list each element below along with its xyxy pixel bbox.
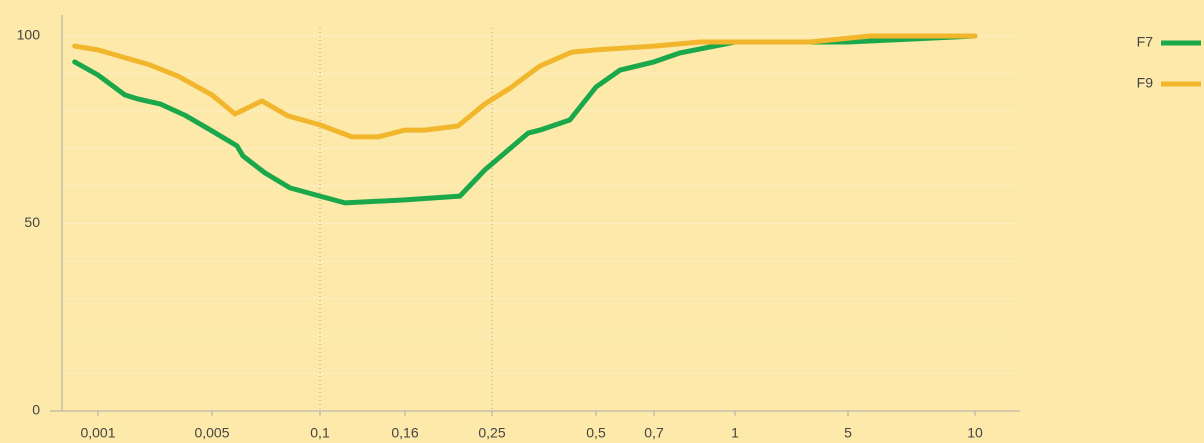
legend-label: F7 bbox=[1137, 34, 1154, 50]
x-tick-label: 0,001 bbox=[80, 425, 115, 441]
series-line bbox=[72, 33, 978, 206]
x-tick-label: 0,005 bbox=[194, 425, 229, 441]
x-tick-label: 0,16 bbox=[391, 425, 418, 441]
x-tick-label: 5 bbox=[844, 425, 852, 441]
y-tick-label: 100 bbox=[17, 27, 41, 43]
x-tick-label: 10 bbox=[967, 425, 983, 441]
x-tick-label: 0,7 bbox=[644, 425, 664, 441]
series-line bbox=[72, 33, 978, 140]
x-tick-label: 1 bbox=[731, 425, 739, 441]
x-tick-label: 0,25 bbox=[478, 425, 505, 441]
y-tick-label: 0 bbox=[32, 402, 40, 418]
x-tick-label: 0,1 bbox=[310, 425, 330, 441]
y-tick-label: 50 bbox=[24, 214, 40, 230]
legend-label: F9 bbox=[1137, 75, 1154, 91]
x-tick-label: 0,5 bbox=[586, 425, 606, 441]
